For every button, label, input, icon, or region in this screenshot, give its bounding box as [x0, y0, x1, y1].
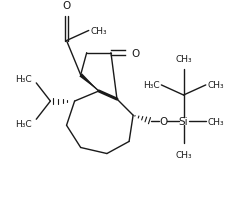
Text: O: O: [159, 117, 168, 127]
Text: H₃C: H₃C: [16, 119, 32, 128]
Text: H₃C: H₃C: [143, 81, 159, 90]
Text: Si: Si: [179, 117, 188, 127]
Text: CH₃: CH₃: [208, 81, 224, 90]
Text: O: O: [131, 48, 139, 58]
Polygon shape: [79, 74, 99, 91]
Text: CH₃: CH₃: [208, 117, 224, 126]
Text: CH₃: CH₃: [91, 27, 107, 36]
Text: H₃C: H₃C: [16, 75, 32, 84]
Text: O: O: [62, 1, 71, 11]
Text: CH₃: CH₃: [175, 150, 192, 159]
Text: CH₃: CH₃: [175, 54, 192, 63]
